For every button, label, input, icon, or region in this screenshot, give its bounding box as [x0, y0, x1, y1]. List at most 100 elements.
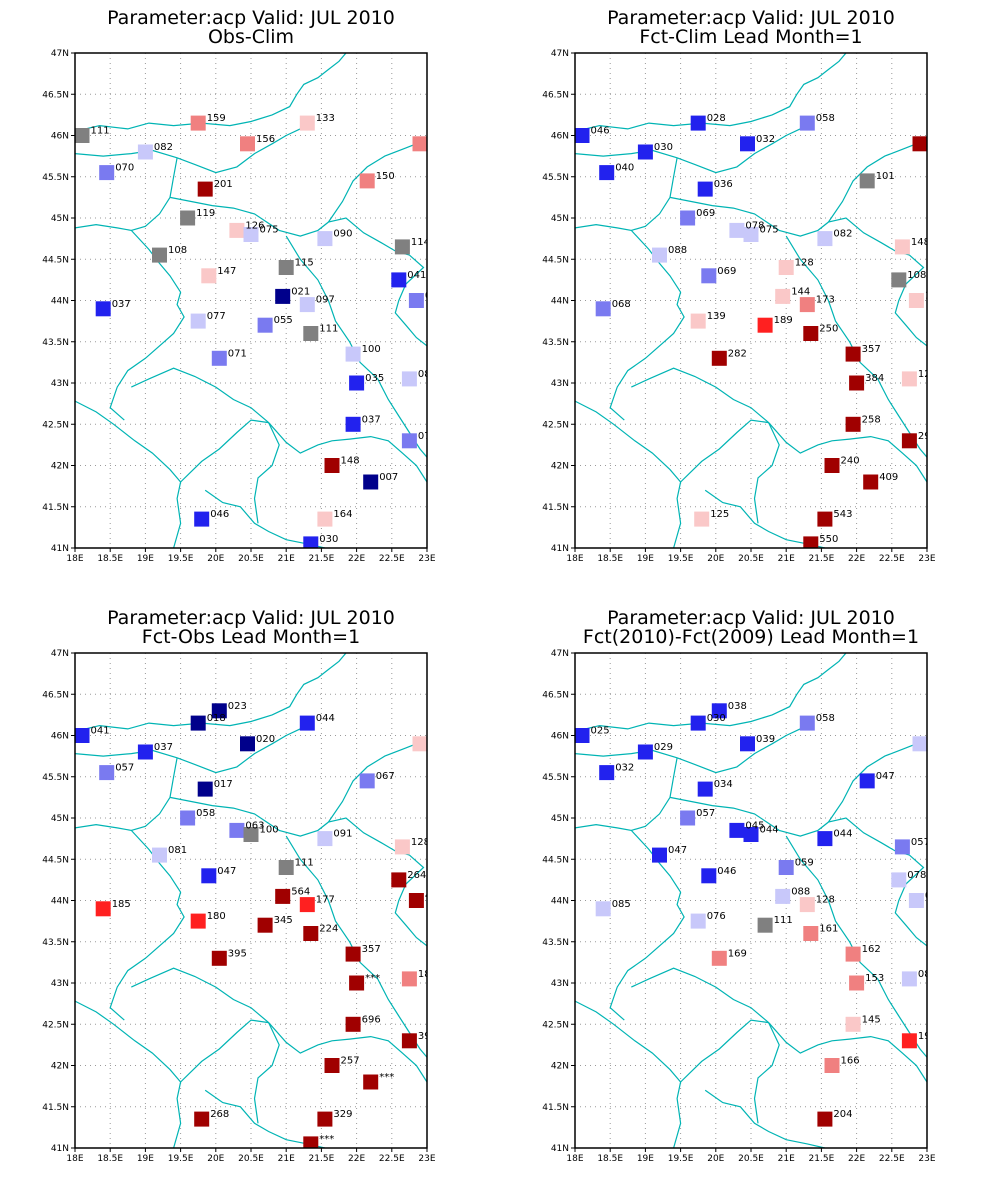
station-label: 125	[710, 509, 729, 520]
y-tick-label: 43.5N	[542, 338, 569, 348]
station-label: 069	[717, 266, 736, 277]
border-line	[785, 835, 927, 1058]
x-tick-label: 21E	[278, 554, 295, 564]
x-tick-label: 20.5E	[238, 1154, 264, 1164]
station-label: 021	[291, 286, 310, 297]
station-label: 086	[918, 969, 937, 980]
station-label: 069	[696, 208, 715, 219]
x-tick-label: 19.5E	[668, 554, 694, 564]
border-line	[827, 139, 927, 223]
x-tick-label: 20E	[707, 1154, 724, 1164]
station-marker	[595, 301, 611, 317]
station-marker	[711, 703, 727, 719]
panel-subtitle: Fct-Obs Lead Month=1	[142, 626, 360, 648]
station-marker	[901, 1033, 917, 1049]
x-tick-label: 21.5E	[309, 554, 335, 564]
y-tick-label: 47N	[51, 649, 69, 659]
station-label: 240	[841, 456, 860, 467]
station-marker	[740, 136, 755, 152]
border-line	[631, 757, 678, 831]
station-marker	[278, 260, 294, 275]
station-label: 183	[418, 969, 437, 980]
station-label: 046	[591, 126, 610, 137]
station-marker	[680, 810, 696, 826]
station-marker	[137, 744, 153, 760]
station-label: 108	[907, 270, 926, 281]
x-tick-label: 19E	[137, 554, 154, 564]
station-label: 128	[816, 895, 835, 906]
station-marker	[690, 913, 706, 929]
y-tick-label: 43.5N	[42, 338, 69, 348]
station-marker	[257, 317, 273, 333]
station-marker	[845, 346, 861, 362]
station-label: 144	[791, 286, 810, 297]
x-tick-label: 22.5E	[879, 554, 905, 564]
station-marker	[845, 946, 861, 962]
station-label: 291	[918, 431, 937, 442]
station-marker	[912, 736, 927, 752]
y-tick-label: 46N	[51, 132, 69, 142]
border-line	[253, 1022, 280, 1124]
station-marker	[211, 703, 227, 719]
station-label: 145	[862, 1014, 881, 1025]
station-marker	[637, 144, 653, 160]
y-tick-label: 46N	[551, 732, 569, 742]
station-marker	[99, 765, 115, 781]
station-marker	[299, 115, 315, 131]
station-label: 034	[714, 779, 733, 790]
station-marker	[711, 350, 727, 366]
station-label: 044	[760, 825, 779, 836]
border-line	[285, 835, 427, 1058]
station-marker	[229, 222, 245, 238]
border-line	[575, 118, 812, 174]
x-tick-label: 19E	[137, 1154, 154, 1164]
station-label: 395	[228, 948, 247, 959]
y-tick-label: 44.5N	[42, 855, 69, 865]
station-label: 032	[756, 134, 775, 145]
border-line	[75, 1000, 182, 1148]
station-marker	[317, 511, 333, 527]
station-marker	[697, 781, 713, 797]
border-line	[180, 1019, 269, 1083]
station-label: 032	[615, 763, 634, 774]
station-marker	[575, 128, 590, 143]
x-tick-label: 21.5E	[309, 1154, 335, 1164]
y-tick-label: 44.5N	[542, 255, 569, 265]
station-label: 040	[615, 163, 634, 174]
station-label: 071	[228, 348, 247, 359]
station-label: 028	[707, 113, 726, 124]
border-line	[253, 422, 280, 524]
x-tick-label: 21.5E	[809, 554, 835, 564]
station-label: 036	[714, 179, 733, 190]
station-label: 250	[819, 324, 838, 335]
station-label: 030	[319, 534, 338, 545]
station-label: 409	[879, 472, 898, 483]
x-tick-label: 18.5E	[597, 1154, 623, 1164]
station-label: ***	[379, 1072, 394, 1083]
y-tick-label: 46.5N	[42, 690, 69, 700]
station-marker	[690, 115, 706, 131]
border-line	[785, 235, 927, 458]
x-tick-label: 19.5E	[168, 1154, 194, 1164]
border-line	[575, 823, 685, 1021]
station-marker	[908, 893, 924, 908]
station-label: 564	[291, 886, 310, 897]
station-marker	[408, 893, 424, 908]
station-marker	[324, 1058, 340, 1073]
station-label: 115	[295, 258, 314, 269]
station-marker	[595, 901, 611, 917]
station-label: 070	[115, 163, 134, 174]
border-line	[75, 823, 185, 1021]
x-tick-label: 22.5E	[379, 554, 405, 564]
station-label: 139	[707, 311, 726, 322]
station-marker	[694, 511, 710, 527]
station-marker	[863, 474, 879, 490]
station-label: 161	[819, 924, 838, 935]
border-line	[575, 53, 847, 132]
y-tick-label: 47N	[551, 49, 569, 59]
station-marker	[243, 827, 259, 842]
station-marker	[412, 136, 427, 152]
station-label: 037	[362, 414, 381, 425]
station-label: 173	[816, 295, 835, 306]
station-label: 177	[316, 895, 335, 906]
